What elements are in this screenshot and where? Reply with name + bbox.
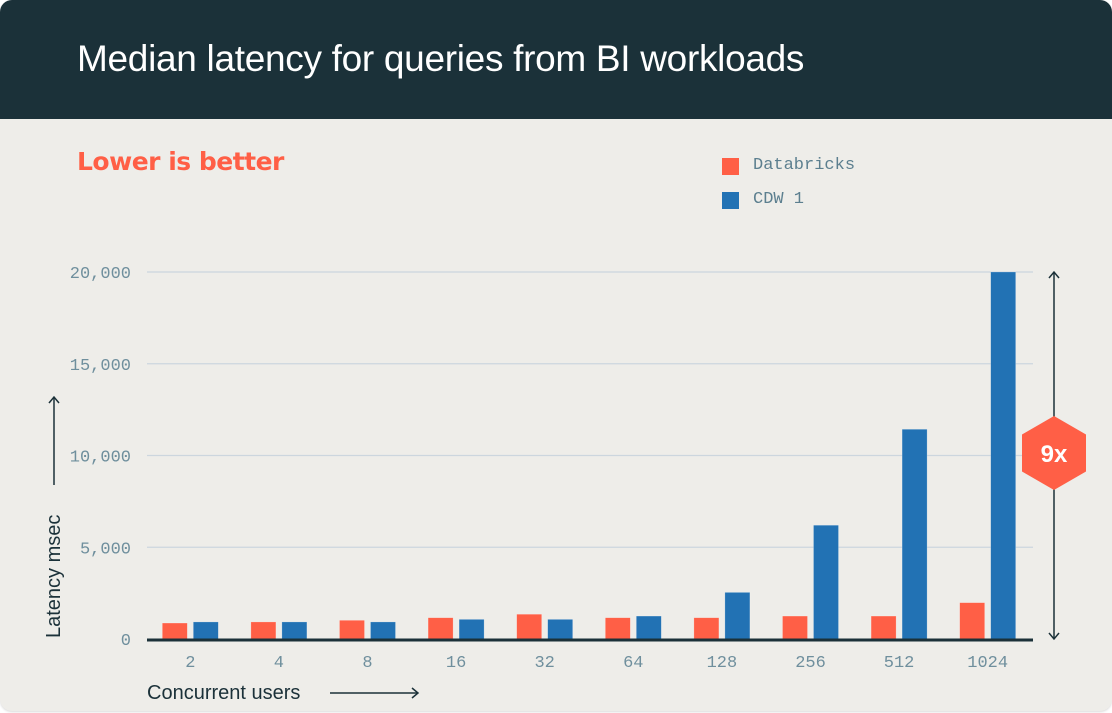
- bar-databricks-8: [339, 619, 365, 640]
- x-axis-arrow-icon: [411, 687, 420, 699]
- bar-cdw-32: [547, 619, 574, 640]
- gridlines: [147, 271, 1033, 548]
- legend-swatch-cdw: [722, 192, 739, 209]
- bar-cdw-16: [458, 619, 485, 640]
- ratio-badge-label: 9x: [1041, 441, 1068, 468]
- bar-cdw-256: [813, 524, 839, 640]
- legend-label-cdw: CDW 1: [753, 190, 805, 209]
- y-tick-label: 15,000: [70, 357, 131, 376]
- arrow-up-icon: [1048, 270, 1060, 279]
- x-tick-labels: 2 4 8 16 32 64 128 256 512 1024: [185, 654, 1008, 673]
- bar-cdw-2: [193, 621, 219, 640]
- x-tick-label: 4: [274, 654, 284, 673]
- y-tick-labels: 0 5,000 10,000 15,000 20,000: [70, 265, 131, 651]
- x-tick-label: 64: [623, 654, 643, 673]
- bar-databricks-512: [870, 615, 897, 640]
- hexagon-badge-icon: [1022, 416, 1086, 490]
- x-axis-label-group: Concurrent users: [147, 682, 420, 704]
- x-tick-label: 16: [446, 654, 466, 673]
- x-tick-label: 1024: [967, 654, 1008, 673]
- x-tick-label: 512: [884, 654, 915, 673]
- bar-cdw-512: [901, 428, 928, 640]
- y-tick-label: 20,000: [70, 265, 131, 284]
- bar-cdw-128: [724, 592, 751, 640]
- bar-databricks-1024: [959, 602, 986, 640]
- bar-cdw-8: [370, 621, 396, 640]
- bar-cdw-4: [281, 621, 308, 640]
- x-tick-label: 256: [795, 654, 826, 673]
- bar-cdw-64: [635, 615, 662, 640]
- ratio-annotation: 9x: [1022, 270, 1086, 641]
- chart-title: Median latency for queries from BI workl…: [77, 38, 805, 79]
- bar-databricks-32: [516, 613, 543, 640]
- bar-databricks-64: [604, 617, 631, 640]
- y-axis-arrow-icon: [48, 395, 60, 404]
- bar-cdw-1024: [990, 271, 1017, 640]
- bar-databricks-128: [693, 617, 720, 640]
- x-axis-label: Concurrent users: [147, 682, 300, 704]
- arrow-down-icon: [1048, 632, 1060, 641]
- bar-databricks-16: [427, 617, 454, 640]
- x-tick-label: 8: [362, 654, 372, 673]
- header-banner: Median latency for queries from BI workl…: [0, 0, 1112, 119]
- y-tick-label: 0: [121, 632, 131, 651]
- x-tick-label: 2: [185, 654, 195, 673]
- y-tick-label: 10,000: [70, 449, 131, 468]
- y-axis-label: Latency msec: [43, 515, 65, 638]
- y-axis-label-group: Latency msec: [43, 395, 65, 638]
- bars: [162, 271, 1017, 640]
- x-tick-label: 128: [707, 654, 738, 673]
- bar-databricks-4: [250, 621, 277, 640]
- bar-databricks-2: [162, 622, 188, 640]
- bar-databricks-256: [782, 615, 808, 640]
- x-tick-label: 32: [534, 654, 554, 673]
- y-tick-label: 5,000: [80, 540, 131, 559]
- legend-label-databricks: Databricks: [753, 156, 856, 175]
- legend-swatch-databricks: [722, 158, 739, 175]
- chart-subtitle: Lower is better: [77, 147, 284, 176]
